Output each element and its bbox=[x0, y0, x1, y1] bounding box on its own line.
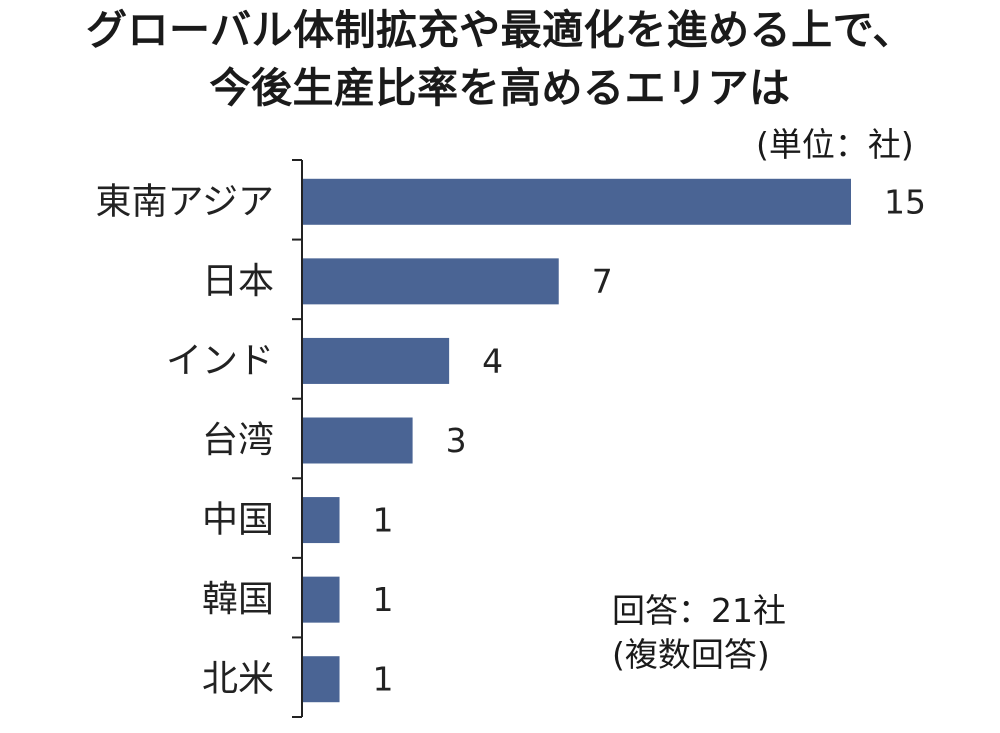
title-line-1: グローバル体制拡充や最適化を進める上で、 bbox=[86, 6, 914, 54]
bar-2 bbox=[303, 337, 450, 384]
bar-1 bbox=[303, 258, 559, 305]
category-label-5: 韓国 bbox=[202, 579, 274, 620]
value-label-0: 15 bbox=[884, 182, 926, 221]
value-label-4: 1 bbox=[373, 501, 394, 540]
category-label-4: 中国 bbox=[202, 500, 274, 541]
category-label-3: 台湾 bbox=[202, 420, 274, 461]
value-label-1: 7 bbox=[592, 262, 613, 301]
bar-3 bbox=[303, 417, 413, 464]
value-label-6: 1 bbox=[373, 660, 394, 699]
title-line-2: 今後生産比率を高めるエリアは bbox=[209, 64, 791, 112]
bar-0 bbox=[303, 178, 851, 225]
response-count: 回答：21社 bbox=[612, 591, 786, 630]
response-note: 回答：21社 (複数回答) bbox=[612, 589, 786, 677]
value-labels: 15 7 4 3 1 1 1 bbox=[373, 182, 926, 698]
bars bbox=[303, 178, 851, 703]
bar-4 bbox=[303, 497, 340, 544]
unit-label: (単位：社) bbox=[756, 125, 914, 164]
category-label-0: 東南アジア bbox=[95, 181, 274, 222]
value-label-2: 4 bbox=[482, 341, 503, 380]
multiple-answers-note: (複数回答) bbox=[612, 635, 770, 674]
bar-5 bbox=[303, 576, 340, 623]
bar-6 bbox=[303, 656, 340, 703]
value-label-3: 3 bbox=[446, 421, 467, 460]
category-label-1: 日本 bbox=[202, 261, 274, 302]
y-axis bbox=[292, 159, 303, 718]
value-label-5: 1 bbox=[373, 580, 394, 619]
category-label-6: 北米 bbox=[202, 659, 274, 700]
category-label-2: インド bbox=[166, 340, 274, 381]
